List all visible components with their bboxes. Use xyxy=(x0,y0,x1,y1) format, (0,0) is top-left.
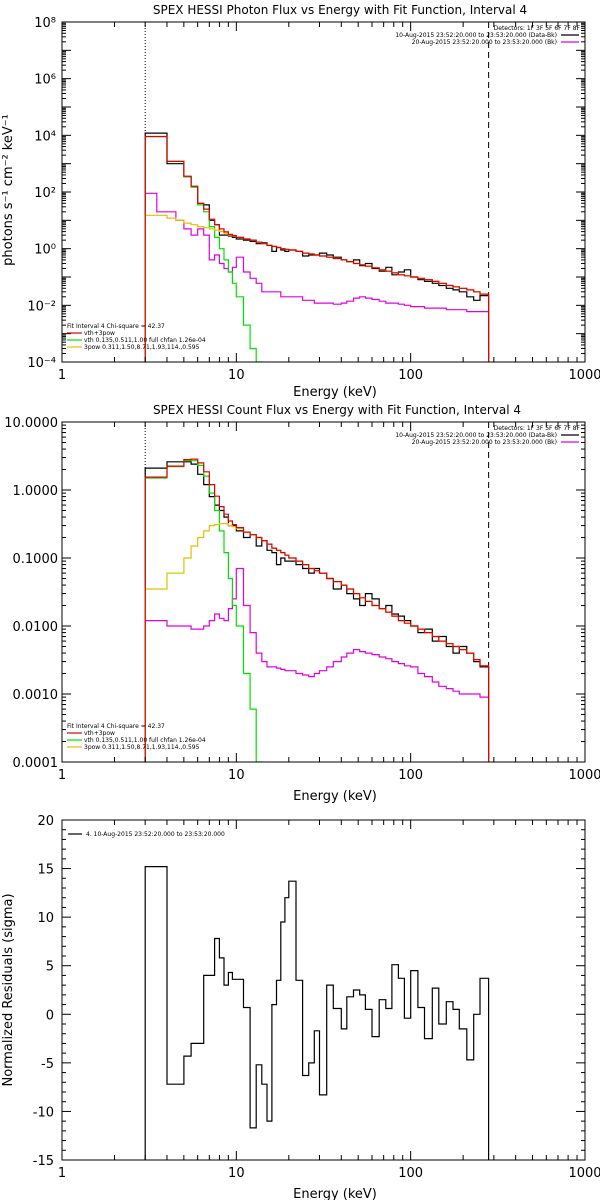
series-line-1 xyxy=(144,192,490,362)
plot-area xyxy=(144,22,490,362)
x-tick-label: 1 xyxy=(58,768,66,783)
photon-chart-title: SPEX HESSI Photon Flux vs Energy with Fi… xyxy=(153,3,527,17)
legend-bottom-left-text: Fit Interval 4 Chi-square = 42.37 xyxy=(67,723,165,730)
plot-area xyxy=(144,422,490,762)
residuals-chart: Energy (keV) Normalized Residuals (sigma… xyxy=(1,814,600,1200)
x-tick-label: 10 xyxy=(228,768,245,783)
y-tick-label: 10⁻⁴ xyxy=(27,356,56,371)
y-tick-label: 0.0001 xyxy=(13,756,59,771)
legend-top-right-text: 20-Aug-2015 23:52:20.000 to 23:53:20.000… xyxy=(412,39,557,46)
legend-top-right-text: 10-Aug-2015 23:52:20.000 to 23:53:20.000… xyxy=(395,32,557,39)
plot-frame xyxy=(61,21,586,363)
series-line-0 xyxy=(144,132,490,362)
legend-bottom-left-text: Fit Interval 4 Chi-square = 42.37 xyxy=(67,323,165,330)
x-tick-label: 10 xyxy=(228,1166,245,1181)
legend-top-left-text: 4. 10-Aug-2015 23:52:20.000 to 23:53:20.… xyxy=(86,831,225,838)
y-tick-label: -10 xyxy=(33,1105,54,1120)
series-line-4 xyxy=(144,135,490,362)
y-tick-label: 1.0000 xyxy=(13,484,59,499)
y-tick-label: 10⁴ xyxy=(34,129,56,144)
y-tick-label: 15 xyxy=(37,863,54,878)
x-tick-label: 1 xyxy=(58,1166,66,1181)
legend-bottom-left-text: vth+3pow xyxy=(84,330,115,337)
y-tick-label: -5 xyxy=(41,1057,54,1072)
y-tick-label: 10⁸ xyxy=(34,16,56,31)
photon-chart-ylabel: photons s⁻¹ cm⁻² keV⁻¹ xyxy=(1,114,16,266)
y-tick-label: 10⁶ xyxy=(34,73,56,88)
y-tick-label: 0.0100 xyxy=(13,620,59,635)
series-line-4 xyxy=(144,458,490,762)
series-line-2 xyxy=(144,460,262,762)
plot-frame xyxy=(61,819,586,1161)
series-line-3 xyxy=(144,523,490,762)
legend-top-right-text: Detectors: 1F 3F 5F 6F 7F 8F xyxy=(494,25,581,32)
plot-area xyxy=(144,866,490,1160)
y-tick-label: 0 xyxy=(46,1008,54,1023)
count-flux-chart: SPEX HESSI Count Flux vs Energy with Fit… xyxy=(4,403,600,804)
y-tick-label: 10 xyxy=(37,911,54,926)
legend-bottom-left-text: vth 0.135,0.511,1.00 full chfan 1.26e-04 xyxy=(84,737,206,744)
x-tick-label: 100 xyxy=(398,368,423,383)
y-tick-label: -15 xyxy=(33,1154,54,1169)
legend-top-right-text: Detectors: 1F 3F 5F 6F 7F 8F xyxy=(494,425,581,432)
legend-top-right-text: 10-Aug-2015 23:52:20.000 to 23:53:20.000… xyxy=(395,432,557,439)
series-line-0 xyxy=(144,866,490,1160)
y-tick-label: 10² xyxy=(34,186,56,201)
series-line-1 xyxy=(144,567,490,762)
count-chart-xlabel: Energy (keV) xyxy=(293,789,377,804)
residuals-chart-ylabel: Normalized Residuals (sigma) xyxy=(1,893,16,1086)
x-tick-label: 1000 xyxy=(568,768,600,783)
y-tick-label: 0.0010 xyxy=(13,688,59,703)
x-tick-label: 100 xyxy=(398,768,423,783)
y-tick-label: 10⁻² xyxy=(27,299,56,314)
legend-bottom-left-text: 3pow 0.311,1.50,8.71,1.93,114.,0.595 xyxy=(84,744,200,751)
x-tick-label: 1000 xyxy=(568,1166,600,1181)
legend-bottom-left-text: 3pow 0.311,1.50,8.71,1.93,114.,0.595 xyxy=(84,344,200,351)
legend-bottom-left-text: vth+3pow xyxy=(84,730,115,737)
y-tick-label: 20 xyxy=(37,814,54,829)
y-tick-label: 5 xyxy=(46,960,54,975)
photon-chart-xlabel: Energy (keV) xyxy=(293,385,377,400)
x-tick-label: 10 xyxy=(228,368,245,383)
legend-top-right-text: 20-Aug-2015 23:52:20.000 to 23:53:20.000… xyxy=(412,439,557,446)
x-tick-label: 100 xyxy=(398,1166,423,1181)
y-tick-label: 0.1000 xyxy=(13,552,59,567)
x-tick-label: 1000 xyxy=(568,368,600,383)
x-tick-label: 1 xyxy=(58,368,66,383)
plot-frame xyxy=(61,421,586,763)
legend-bottom-left-text: vth 0.135,0.511,1.00 full chfan 1.26e-04 xyxy=(84,337,206,344)
residuals-chart-xlabel: Energy (keV) xyxy=(293,1187,377,1200)
series-line-0 xyxy=(144,461,490,762)
y-tick-label: 10.0000 xyxy=(4,416,58,431)
photon-flux-chart: SPEX HESSI Photon Flux vs Energy with Fi… xyxy=(1,3,600,400)
y-tick-label: 10⁰ xyxy=(34,243,56,258)
count-chart-title: SPEX HESSI Count Flux vs Energy with Fit… xyxy=(153,403,521,417)
